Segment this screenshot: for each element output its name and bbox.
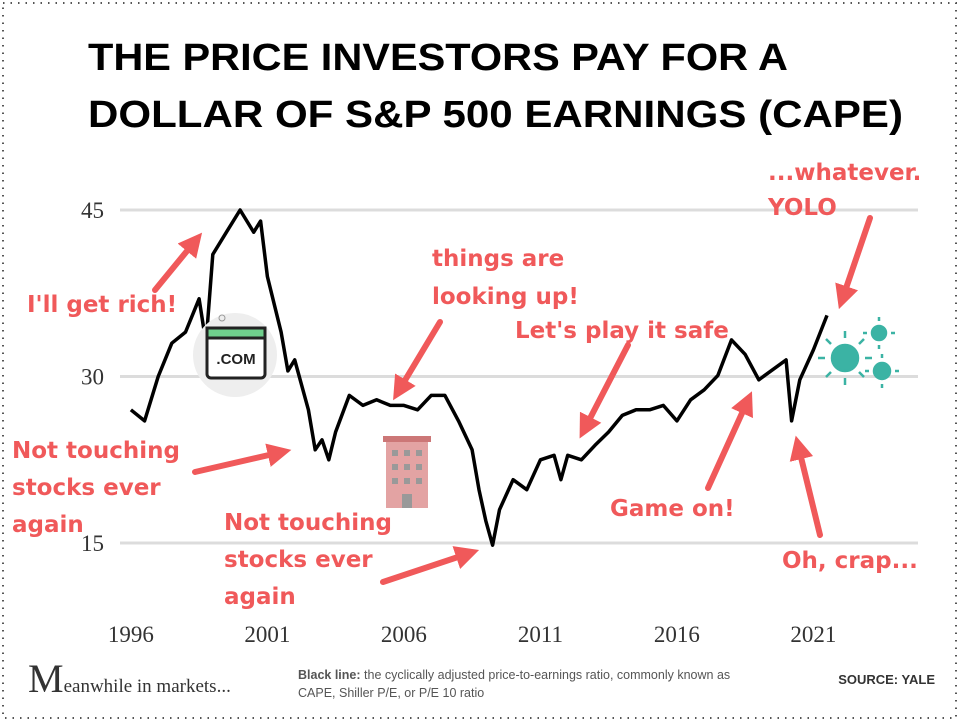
- annotation: Let's play it safe: [515, 318, 729, 344]
- y-tick-label: 30: [81, 365, 104, 390]
- x-tick-label: 2016: [654, 622, 700, 647]
- annotation: Oh, crap...: [782, 548, 918, 574]
- cape-line: [129, 208, 829, 547]
- plot: [129, 208, 829, 547]
- annotation: Not touching stocks ever again: [12, 438, 180, 538]
- grid: 15 30 45 1996 2001 2006 2011 2016 2021: [81, 198, 918, 647]
- dotcom-icon: .COM: [193, 313, 277, 397]
- logo: Meanwhile in markets...: [28, 656, 231, 701]
- virus-icon: [818, 317, 899, 388]
- arrows: [152, 215, 873, 585]
- footnote: Black line: the cyclically adjusted pric…: [298, 668, 730, 700]
- annotation: ...whatever. YOLO: [767, 160, 921, 221]
- x-tick-label: 1996: [108, 622, 154, 647]
- x-tick-label: 2021: [790, 622, 836, 647]
- x-tick-label: 2001: [244, 622, 290, 647]
- chart-title: THE PRICE INVESTORS PAY FOR A: [88, 37, 788, 79]
- annotation: Game on!: [610, 496, 735, 522]
- x-tick-label: 2006: [381, 622, 427, 647]
- annotation: Not touching stocks ever again: [224, 510, 392, 610]
- source: SOURCE: YALE: [838, 672, 935, 687]
- annotation: I'll get rich!: [27, 292, 177, 318]
- annotation: things are looking up!: [432, 246, 579, 310]
- svg-text:.COM: .COM: [216, 351, 255, 368]
- chart-title: DOLLAR OF S&P 500 EARNINGS (CAPE): [88, 94, 903, 136]
- building-icon: [383, 436, 431, 508]
- x-tick-label: 2011: [518, 622, 563, 647]
- y-tick-label: 45: [81, 198, 104, 223]
- y-tick-label: 15: [81, 531, 104, 556]
